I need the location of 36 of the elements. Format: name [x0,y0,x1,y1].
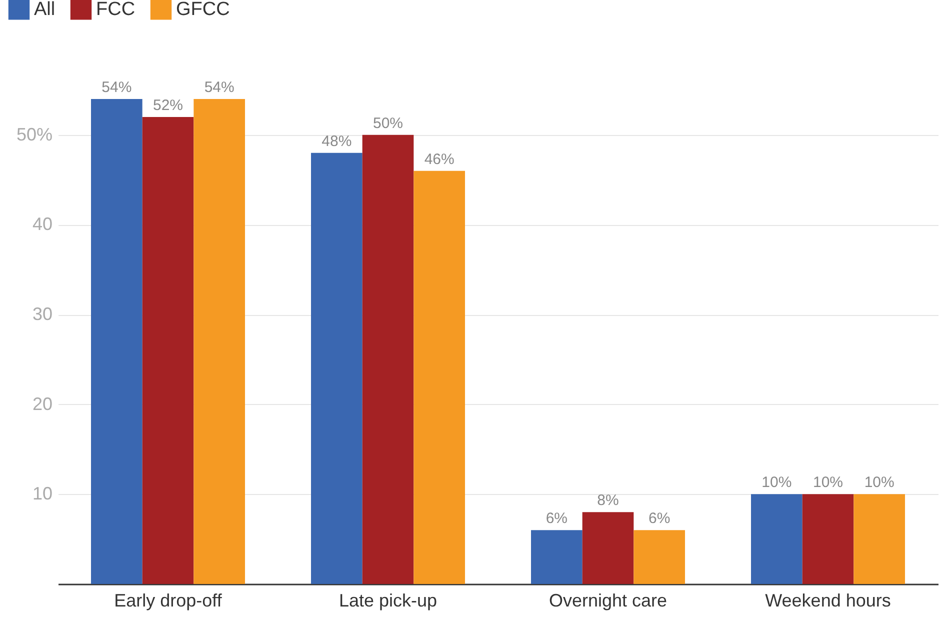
x-tick-label: Late pick-up [338,590,438,610]
bar [802,494,854,584]
legend-label: FCC [96,0,136,20]
data-label: 52% [152,96,184,114]
bar [414,170,465,584]
bar [531,530,582,584]
x-tick-label: Overnight care [548,590,668,610]
data-label: 6% [546,510,568,528]
data-label: 54% [204,79,234,96]
x-tick-label: Weekend hours [765,590,891,610]
bar [634,530,685,584]
y-tick-label: 30 [32,304,52,324]
x-tick-label: Early drop-off [114,590,223,610]
data-label: 10% [864,474,894,492]
data-label: 50% [372,114,404,132]
legend-label: GFCC [176,0,230,20]
data-label: 10% [762,474,792,492]
y-tick-label: 10 [32,484,52,504]
bar [362,134,414,584]
bar [311,152,362,584]
data-label: 54% [102,79,132,96]
y-tick-label: 20 [32,394,52,414]
bar [582,512,634,584]
bar [142,116,194,584]
data-label: 8% [597,492,619,510]
y-tick-label: 50% [16,124,52,144]
bar [751,494,802,584]
data-label: 46% [424,150,454,168]
y-tick-label: 40 [32,214,52,234]
legend-label: All [34,0,56,20]
data-label: 48% [322,132,352,150]
bar [91,99,142,584]
data-label: 10% [812,474,844,492]
bar [854,494,905,584]
data-label: 6% [648,510,670,528]
bar [194,99,245,584]
